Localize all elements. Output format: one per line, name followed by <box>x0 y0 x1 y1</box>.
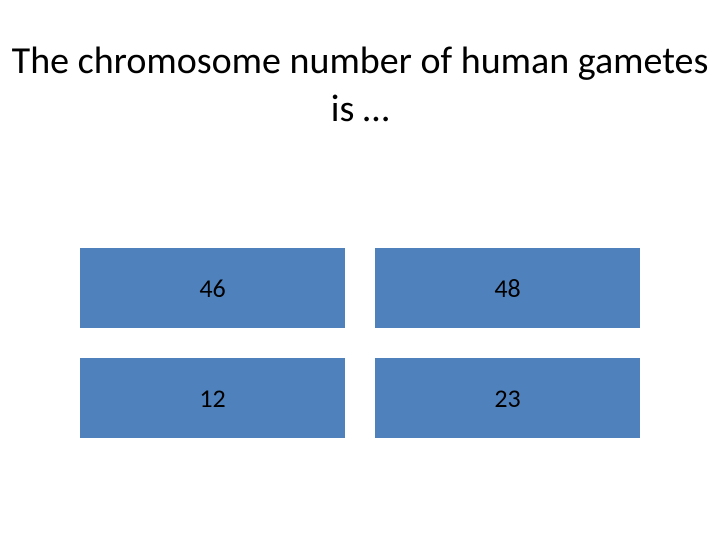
answer-label: 23 <box>494 382 520 414</box>
answer-option-2[interactable]: 12 <box>80 358 345 438</box>
answer-label: 46 <box>199 272 225 304</box>
question-title: The chromosome number of human gametes i… <box>0 38 720 133</box>
answer-option-0[interactable]: 46 <box>80 248 345 328</box>
answer-label: 12 <box>199 382 225 414</box>
answer-option-3[interactable]: 23 <box>375 358 640 438</box>
answer-label: 48 <box>494 272 520 304</box>
answers-grid: 46 48 12 23 <box>80 248 640 438</box>
answer-option-1[interactable]: 48 <box>375 248 640 328</box>
